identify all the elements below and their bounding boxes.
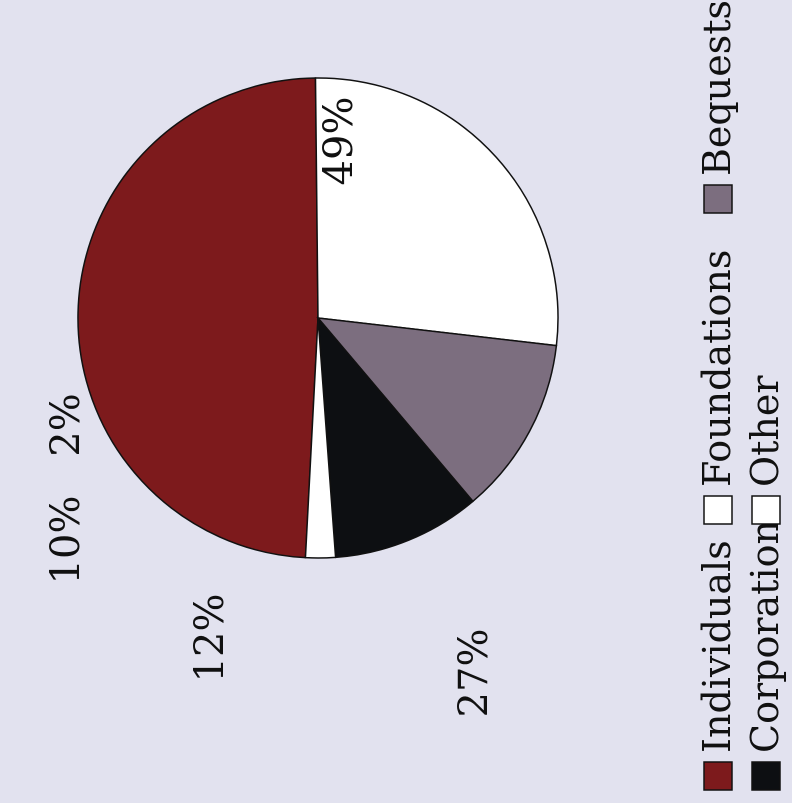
pie-slice-corporations bbox=[317, 315, 474, 559]
legend-item-individuals: Individuals bbox=[695, 540, 739, 791]
legend-item-bequests: Bequests bbox=[695, 0, 739, 214]
pie-slice-bequests bbox=[316, 317, 558, 503]
legend-swatch-bequests bbox=[703, 184, 733, 214]
pie-slice-other bbox=[304, 317, 337, 559]
legend-label-other: Other bbox=[743, 375, 787, 487]
legend-swatch-corporations bbox=[751, 761, 781, 791]
slice-label-foundations: 27% bbox=[451, 629, 497, 718]
pie-slice-individuals bbox=[77, 77, 319, 559]
slice-label-individuals: 49% bbox=[316, 97, 362, 186]
pie-slices bbox=[77, 77, 559, 559]
legend-swatch-other bbox=[751, 495, 781, 525]
slice-label-corporations: 10% bbox=[43, 496, 89, 585]
rotated-chart-group: 49% 27% 12% 10% 2% Individuals Foundatio… bbox=[43, 0, 787, 791]
legend-item-foundations: Foundations bbox=[695, 250, 739, 525]
legend: Individuals Foundations Bequests Corpora… bbox=[695, 0, 787, 791]
legend-swatch-individuals bbox=[703, 761, 733, 791]
legend-item-corporations: Corporations bbox=[743, 501, 787, 791]
pie-slice-foundations bbox=[314, 77, 559, 347]
slice-label-bequests: 12% bbox=[187, 594, 233, 683]
legend-swatch-foundations bbox=[703, 495, 733, 525]
legend-item-other: Other bbox=[743, 375, 787, 525]
slice-label-other: 2% bbox=[43, 393, 89, 456]
legend-label-corporations: Corporations bbox=[743, 501, 787, 753]
slice-labels: 49% 27% 12% 10% 2% bbox=[43, 97, 497, 718]
legend-label-individuals: Individuals bbox=[695, 540, 739, 753]
legend-label-foundations: Foundations bbox=[695, 250, 739, 487]
legend-label-bequests: Bequests bbox=[695, 0, 739, 176]
